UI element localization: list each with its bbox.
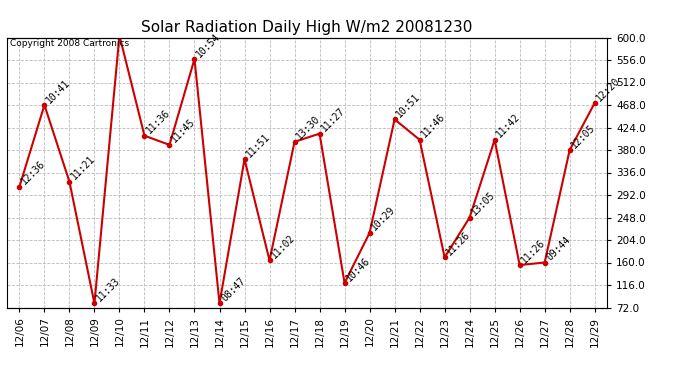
Text: 11:20: 11:20 xyxy=(0,374,1,375)
Title: Solar Radiation Daily High W/m2 20081230: Solar Radiation Daily High W/m2 20081230 xyxy=(141,20,473,35)
Text: 10:29: 10:29 xyxy=(370,205,397,233)
Text: 13:30: 13:30 xyxy=(295,114,322,142)
Text: 13:05: 13:05 xyxy=(470,190,497,217)
Text: 09:44: 09:44 xyxy=(544,235,573,262)
Text: 12:05: 12:05 xyxy=(570,122,598,150)
Text: 08:47: 08:47 xyxy=(219,276,247,303)
Text: 11:42: 11:42 xyxy=(495,112,522,140)
Text: 10:54: 10:54 xyxy=(195,31,222,59)
Text: 11:46: 11:46 xyxy=(420,112,447,140)
Text: 11:26: 11:26 xyxy=(444,230,473,257)
Text: 11:33: 11:33 xyxy=(95,276,122,303)
Text: 12:36: 12:36 xyxy=(19,159,47,187)
Text: 11:51: 11:51 xyxy=(244,131,273,159)
Text: 11:27: 11:27 xyxy=(319,106,347,134)
Text: Copyright 2008 Cartronics: Copyright 2008 Cartronics xyxy=(10,39,129,48)
Text: 12:20: 12:20 xyxy=(595,75,622,103)
Text: 11:02: 11:02 xyxy=(270,232,297,261)
Text: 10:41: 10:41 xyxy=(44,77,72,105)
Text: 11:36: 11:36 xyxy=(144,108,172,136)
Text: 10:46: 10:46 xyxy=(344,255,373,283)
Text: 10:51: 10:51 xyxy=(395,92,422,119)
Text: 11:26: 11:26 xyxy=(520,237,547,265)
Text: 11:21: 11:21 xyxy=(70,154,97,182)
Text: 11:45: 11:45 xyxy=(170,117,197,145)
